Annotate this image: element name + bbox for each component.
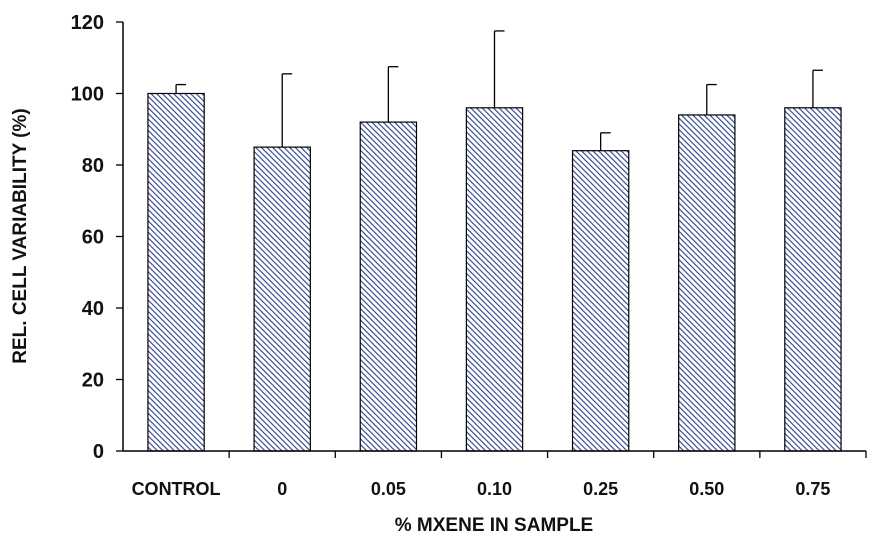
error-bar-0-10 — [493, 30, 505, 108]
bar-0 — [253, 146, 311, 452]
error-bar-0-50 — [706, 83, 717, 115]
y-tick-label: 40 — [82, 298, 104, 320]
x-tick-label: 0.50 — [689, 479, 724, 499]
bar-0-25 — [571, 150, 630, 452]
error-bars-layer — [175, 30, 823, 151]
x-tick-label: 0.25 — [583, 479, 618, 499]
x-tick-label: 0.05 — [371, 479, 406, 499]
y-ticks-layer: 0 20 40 60 80 100 120 — [71, 12, 123, 463]
x-tick-label: 0.75 — [795, 479, 830, 499]
y-tick-label: 80 — [82, 155, 104, 177]
y-tick-label: 120 — [71, 12, 104, 34]
error-bar-control — [175, 83, 187, 94]
error-bar-0-05 — [387, 66, 399, 123]
y-tick-label: 100 — [71, 84, 104, 106]
y-tick-label: 20 — [82, 370, 104, 392]
error-bar-0-25 — [599, 132, 611, 151]
x-tick-label: 0 — [277, 479, 287, 499]
x-tick-label: CONTROL — [132, 479, 221, 499]
x-tick-label: 0.10 — [477, 479, 512, 499]
x-axis-title: % MXENE IN SAMPLE — [395, 515, 593, 536]
bars-layer — [147, 92, 842, 452]
bar-0-75 — [784, 107, 842, 452]
bar-0-05 — [359, 121, 418, 452]
error-bar-0-75 — [812, 69, 823, 108]
y-axis-title: REL. CELL VARIABILITY (%) — [10, 108, 31, 363]
x-ticks-layer: CONTROL 0 0.05 0.10 0.25 0.50 0.75 — [132, 451, 867, 499]
bar-control — [147, 92, 205, 452]
y-tick-label: 60 — [82, 227, 104, 249]
error-bar-0 — [281, 73, 293, 148]
bar-0-50 — [678, 114, 736, 452]
y-tick-label: 0 — [93, 441, 104, 463]
bar-0-10 — [465, 107, 524, 452]
